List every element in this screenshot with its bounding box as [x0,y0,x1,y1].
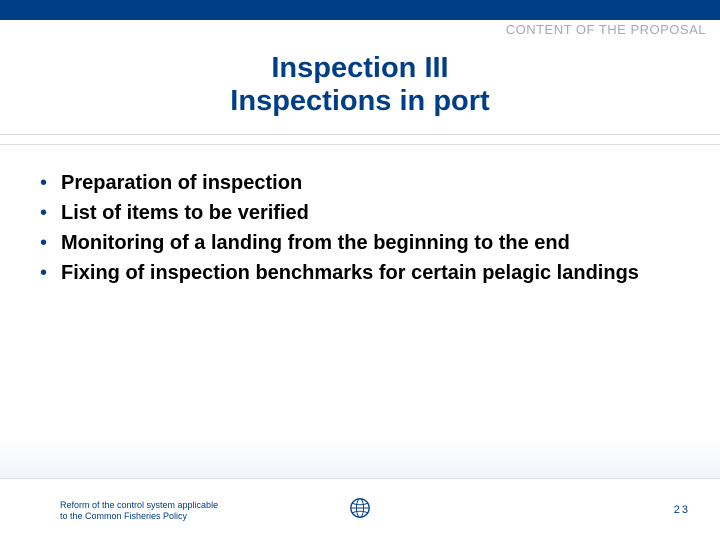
title-line-2: Inspections in port [0,85,720,118]
bullet-icon: • [40,230,47,256]
bullet-text: Monitoring of a landing from the beginni… [61,230,570,256]
list-item: • List of items to be verified [40,200,690,226]
footer-line-2: to the Common Fisheries Policy [60,511,187,521]
list-item: • Preparation of inspection [40,170,690,196]
globe-icon [348,496,372,520]
bullet-icon: • [40,260,47,286]
top-bar [0,0,720,20]
footer-caption: Reform of the control system applicable … [60,500,218,523]
list-item: • Monitoring of a landing from the begin… [40,230,690,256]
footer-gradient [0,438,720,478]
footer-line-1: Reform of the control system applicable [60,500,218,510]
divider [0,144,720,145]
bullet-icon: • [40,170,47,196]
slide-title: Inspection III Inspections in port [0,52,720,119]
title-line-1: Inspection III [0,52,720,85]
bullet-text: List of items to be verified [61,200,309,226]
list-item: • Fixing of inspection benchmarks for ce… [40,260,690,286]
bullet-text: Fixing of inspection benchmarks for cert… [61,260,639,286]
bullet-text: Preparation of inspection [61,170,302,196]
header-section-label: CONTENT OF THE PROPOSAL [506,22,706,37]
divider [0,134,720,135]
bullet-list: • Preparation of inspection • List of it… [40,170,690,290]
bullet-icon: • [40,200,47,226]
page-number: 23 [674,504,690,516]
